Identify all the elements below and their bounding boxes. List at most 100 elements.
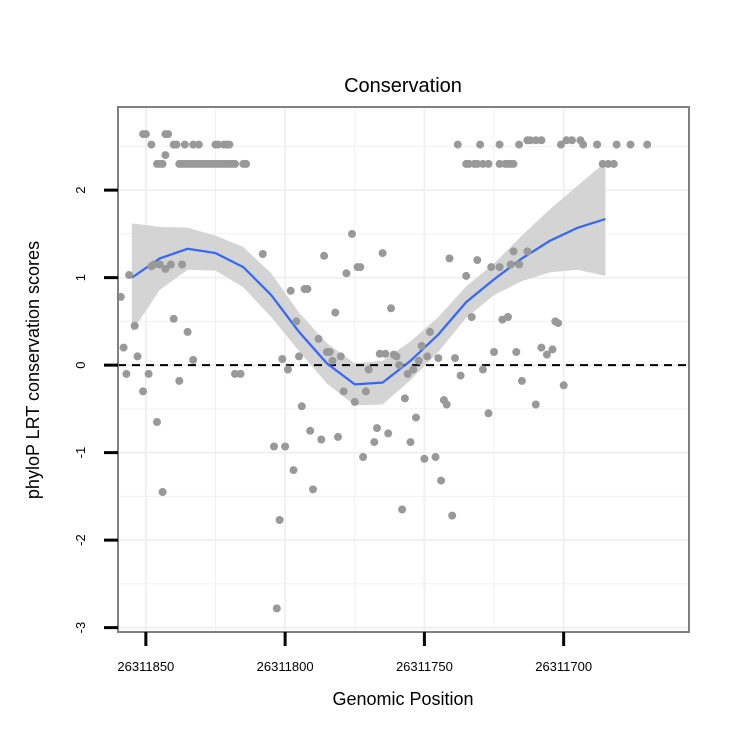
data-point (375, 349, 384, 358)
data-point (403, 369, 412, 378)
data-point (331, 308, 340, 317)
data-point (242, 159, 251, 168)
data-point (593, 140, 602, 149)
data-point (292, 317, 301, 326)
data-point (398, 505, 407, 514)
data-point (339, 387, 348, 396)
data-point (568, 136, 576, 145)
data-point (554, 319, 563, 328)
data-point (537, 343, 546, 352)
data-point (426, 327, 434, 336)
y-tick-label: 0 (73, 361, 88, 368)
data-point (562, 136, 571, 145)
data-point (576, 136, 585, 145)
y-tick-label: 2 (73, 186, 88, 193)
data-point (275, 516, 284, 524)
data-point (556, 140, 565, 149)
data-point (361, 387, 370, 396)
data-point (214, 140, 223, 149)
data-point (445, 254, 454, 263)
data-point (295, 352, 303, 361)
data-point (317, 435, 326, 444)
data-point (189, 355, 198, 364)
data-point (478, 159, 487, 168)
data-point (364, 365, 373, 374)
data-point (350, 397, 359, 406)
data-point (609, 159, 618, 168)
data-point (509, 247, 518, 256)
data-point (504, 313, 512, 321)
data-point (180, 140, 189, 149)
data-point (495, 159, 504, 168)
data-point (456, 371, 465, 380)
data-point (431, 453, 440, 461)
data-point (495, 263, 504, 272)
data-point (119, 343, 128, 352)
data-point (325, 348, 334, 356)
data-point (442, 400, 451, 409)
data-point (122, 369, 131, 378)
data-point (473, 159, 482, 168)
data-point (348, 229, 356, 238)
data-point (328, 356, 337, 365)
data-point (392, 352, 401, 361)
data-point (548, 345, 557, 354)
data-point (453, 140, 462, 149)
data-point (231, 159, 239, 168)
data-point (306, 426, 315, 435)
data-point (208, 159, 217, 168)
data-point (303, 285, 312, 293)
data-point (161, 264, 170, 273)
data-point (484, 409, 493, 418)
y-tick-label: 1 (73, 274, 88, 281)
axes: 26311850 26311800 26311750 26311700 -3 -2 -1 0 1… (73, 186, 592, 674)
smooth-line-group (131, 217, 606, 386)
data-point (400, 394, 409, 403)
data-point (473, 256, 482, 265)
data-point (476, 140, 485, 149)
data-point (166, 260, 175, 269)
data-point (189, 140, 198, 149)
confidence-ribbon-group (131, 162, 606, 406)
data-point (395, 361, 404, 370)
confidence-ribbon (131, 162, 606, 406)
data-point (381, 349, 390, 358)
data-point (150, 260, 159, 269)
data-point (175, 376, 184, 385)
data-point (495, 140, 504, 149)
data-point (526, 136, 535, 145)
data-point (314, 334, 323, 343)
data-point (144, 369, 153, 378)
data-point (356, 263, 365, 272)
data-point (387, 304, 395, 313)
data-point (231, 369, 239, 378)
x-tick-label: 26311750 (396, 659, 453, 674)
data-point (515, 140, 524, 149)
data-point (359, 453, 368, 461)
data-point (612, 140, 621, 149)
data-point (537, 136, 546, 145)
data-point (420, 454, 429, 463)
data-point (153, 418, 161, 426)
data-point (164, 130, 173, 139)
data-point (451, 354, 459, 363)
data-point (531, 136, 540, 145)
data-point (178, 260, 187, 269)
data-point (334, 432, 342, 441)
y-tick-label: -2 (73, 534, 88, 546)
data-point (523, 247, 532, 256)
data-point (139, 387, 148, 396)
data-point (309, 485, 317, 494)
data-point (297, 402, 306, 411)
y-tick-label: -1 (73, 447, 88, 459)
data-point (626, 140, 635, 149)
y-axis-label: phyloP LRT conservation scores (23, 241, 43, 499)
data-point (378, 249, 387, 258)
data-point (147, 140, 156, 149)
x-axis-label: Genomic Position (332, 689, 473, 709)
data-point (465, 159, 473, 168)
data-point (194, 140, 203, 149)
data-point (161, 151, 170, 160)
data-point (506, 260, 515, 269)
data-point (414, 356, 423, 365)
